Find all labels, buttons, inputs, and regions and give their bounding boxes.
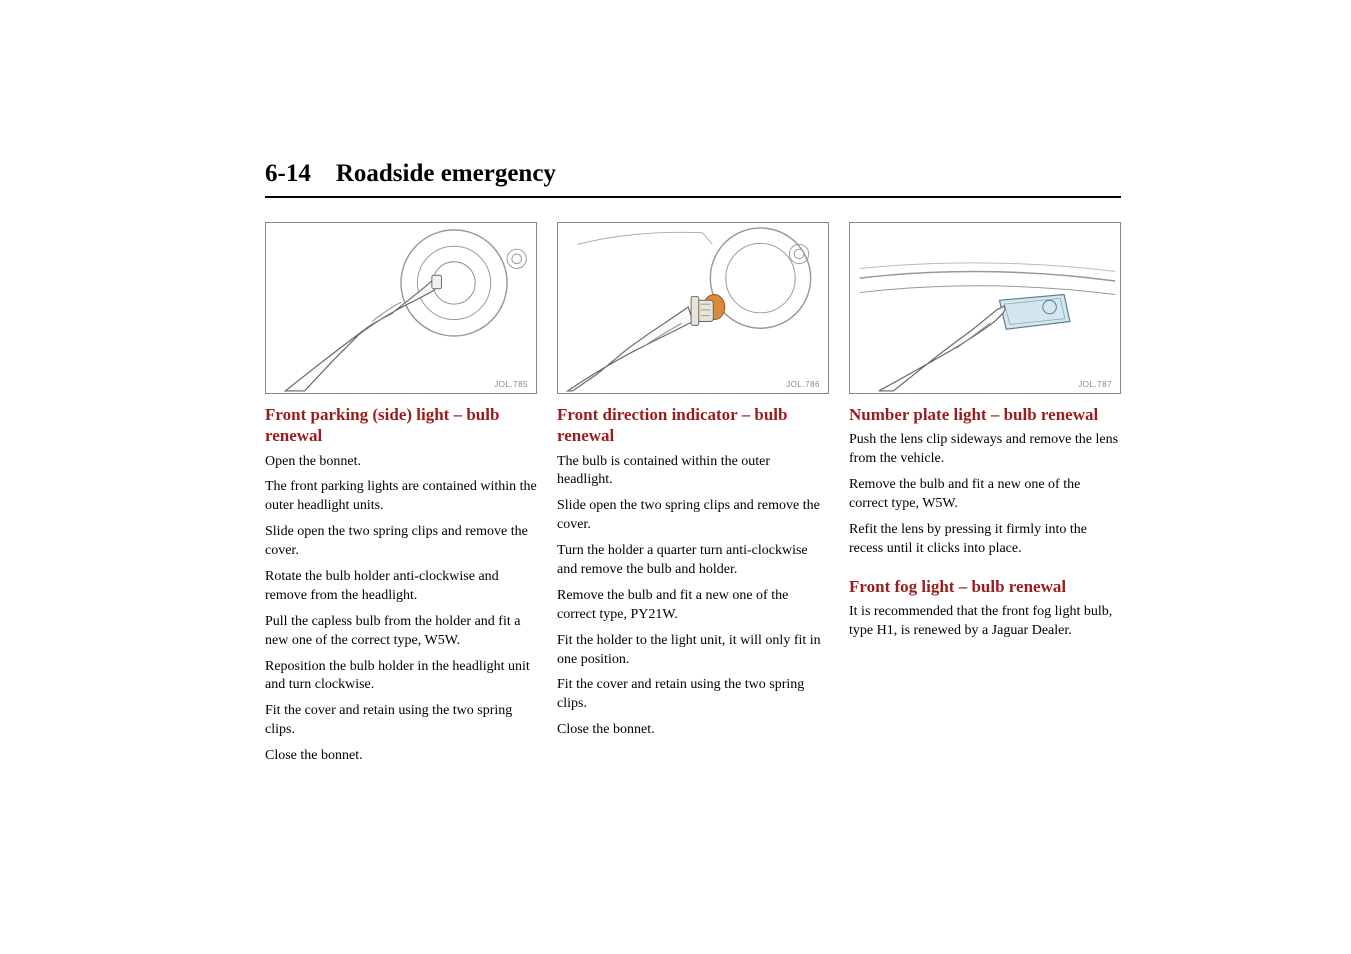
- content-columns: JOL.785 Front parking (side) light – bul…: [265, 222, 1121, 773]
- section-heading-2: Front direction indicator – bulb renewal: [557, 404, 829, 447]
- page-header: 6-14 Roadside emergency: [265, 160, 1121, 198]
- paragraph: The bulb is contained within the outer h…: [557, 453, 829, 491]
- paragraph: Fit the cover and retain using the two s…: [265, 702, 537, 740]
- figure-1-label: JOL.785: [494, 380, 528, 389]
- paragraph: Slide open the two spring clips and remo…: [265, 523, 537, 561]
- column-2: JOL.786 Front direction indicator – bulb…: [557, 222, 829, 773]
- paragraph: Fit the holder to the light unit, it wil…: [557, 632, 829, 670]
- column-3: JOL.787 Number plate light – bulb renewa…: [849, 222, 1121, 773]
- figure-2-illustration: [558, 223, 828, 393]
- section-heading-1: Front parking (side) light – bulb renewa…: [265, 404, 537, 447]
- figure-3-label: JOL.787: [1078, 380, 1112, 389]
- paragraph: Push the lens clip sideways and remove t…: [849, 431, 1121, 469]
- paragraph: Fit the cover and retain using the two s…: [557, 676, 829, 714]
- paragraph: Turn the holder a quarter turn anti-cloc…: [557, 542, 829, 580]
- section-heading-3: Number plate light – bulb renewal: [849, 404, 1121, 425]
- paragraph: Close the bonnet.: [557, 721, 829, 740]
- figure-3: JOL.787: [849, 222, 1121, 394]
- figure-2: JOL.786: [557, 222, 829, 394]
- page-title: Roadside emergency: [336, 160, 556, 187]
- sub-heading-3: Front fog light – bulb renewal: [849, 576, 1121, 597]
- paragraph: It is recommended that the front fog lig…: [849, 603, 1121, 641]
- paragraph: Rotate the bulb holder anti-clockwise an…: [265, 568, 537, 606]
- column-1: JOL.785 Front parking (side) light – bul…: [265, 222, 537, 773]
- paragraph: Pull the capless bulb from the holder an…: [265, 613, 537, 651]
- page-number: 6-14: [265, 160, 311, 187]
- figure-1: JOL.785: [265, 222, 537, 394]
- paragraph: Refit the lens by pressing it firmly int…: [849, 521, 1121, 559]
- paragraph: Reposition the bulb holder in the headli…: [265, 658, 537, 696]
- figure-2-label: JOL.786: [786, 380, 820, 389]
- paragraph: Close the bonnet.: [265, 747, 537, 766]
- paragraph: Slide open the two spring clips and remo…: [557, 497, 829, 535]
- paragraph: Remove the bulb and fit a new one of the…: [849, 476, 1121, 514]
- paragraph: The front parking lights are contained w…: [265, 478, 537, 516]
- paragraph: Remove the bulb and fit a new one of the…: [557, 587, 829, 625]
- figure-1-illustration: [266, 223, 536, 393]
- figure-3-illustration: [850, 223, 1120, 393]
- paragraph: Open the bonnet.: [265, 453, 537, 472]
